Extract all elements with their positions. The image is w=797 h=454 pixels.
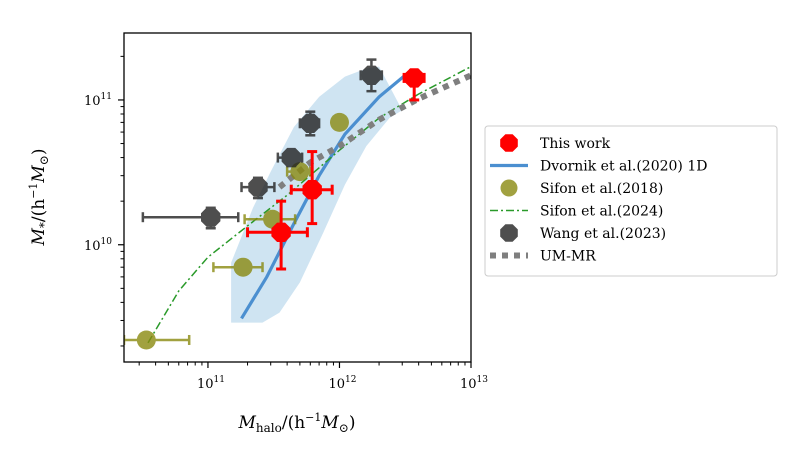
- x-tick-label: 1012: [328, 375, 356, 392]
- marker: [302, 180, 322, 200]
- data-point: [402, 68, 426, 102]
- data-point: [359, 58, 384, 93]
- legend-label: This work: [540, 136, 611, 152]
- data-point: [276, 147, 304, 168]
- x-tick-label: 1013: [460, 375, 488, 392]
- data-point: [141, 206, 240, 230]
- legend-item: This work: [500, 134, 611, 152]
- y-tick-label: 1010: [84, 237, 112, 254]
- legend-marker-shape: [500, 224, 518, 242]
- marker: [248, 177, 268, 197]
- data-point: [246, 199, 309, 271]
- legend-marker: [500, 224, 518, 242]
- legend-item: Sifon et al.(2018): [500, 179, 663, 197]
- marker: [271, 222, 291, 242]
- marker: [136, 330, 156, 350]
- marker: [300, 113, 320, 133]
- marker: [201, 207, 221, 227]
- series-line-1: [240, 69, 413, 320]
- x-tick-label: 1011: [197, 375, 225, 392]
- marker: [361, 65, 382, 85]
- marker: [281, 147, 301, 168]
- y-axis-label: M*/(h−1M⊙): [27, 148, 51, 246]
- x-axis-label: Mhalo/(h−1M⊙): [237, 411, 355, 435]
- legend-item: Dvornik et al.(2020) 1D: [490, 159, 707, 175]
- legend-item: UM-MR: [490, 249, 596, 265]
- data-point: [298, 110, 321, 137]
- legend-label: Dvornik et al.(2020) 1D: [540, 159, 707, 175]
- legend-marker: [500, 134, 518, 152]
- legend-marker-shape: [500, 179, 518, 197]
- data-point: [124, 330, 191, 350]
- data-point: [212, 257, 264, 277]
- data-point: [240, 176, 276, 200]
- legend-label: Sifon et al.(2024): [540, 204, 663, 220]
- legend-label: Wang et al.(2023): [540, 226, 666, 242]
- y-tick-label: 1011: [84, 92, 112, 109]
- legend-label: Sifon et al.(2018): [540, 181, 663, 197]
- data-point: [329, 112, 349, 132]
- legend-label: UM-MR: [540, 249, 596, 265]
- legend-item: Wang et al.(2023): [500, 224, 666, 242]
- series-line-5: [277, 72, 471, 190]
- marker: [233, 257, 253, 277]
- legend-marker-shape: [500, 134, 518, 152]
- axis-ticks: 1011 1012 1013 1010 1011: [84, 55, 488, 392]
- legend-item: Sifon et al.(2024): [490, 204, 663, 220]
- data-point: [289, 150, 334, 226]
- plot-area: [124, 58, 471, 350]
- legend: This work Dvornik et al.(2020) 1D Sifon et…: [484, 125, 778, 277]
- plot-frame: [123, 32, 472, 363]
- legend-frame: [484, 125, 778, 277]
- marker: [329, 112, 349, 132]
- marker: [404, 68, 424, 88]
- legend-marker: [500, 179, 518, 197]
